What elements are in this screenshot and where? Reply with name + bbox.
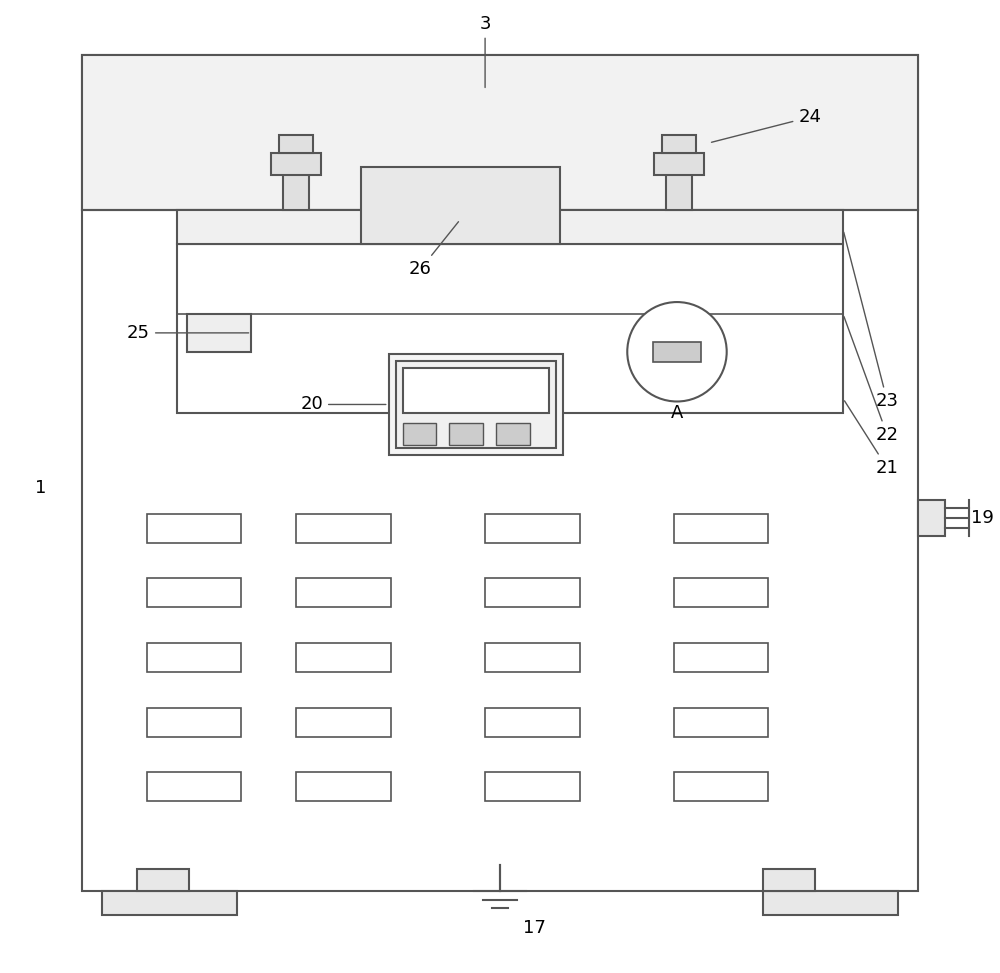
Bar	[674, 707, 768, 737]
Text: 3: 3	[479, 15, 491, 88]
Bar	[82, 55, 918, 209]
Bar	[137, 869, 189, 890]
Bar	[396, 361, 556, 449]
Bar	[485, 514, 580, 543]
Text: 22: 22	[844, 316, 899, 445]
Bar	[654, 153, 704, 175]
Bar	[403, 423, 436, 446]
Bar	[147, 579, 241, 607]
Bar	[662, 135, 696, 153]
Bar	[271, 153, 321, 175]
Bar	[674, 579, 768, 607]
Text: A: A	[671, 405, 683, 422]
Bar	[82, 55, 918, 890]
Bar	[296, 707, 391, 737]
Bar	[177, 244, 843, 414]
Bar	[177, 209, 843, 244]
Bar	[666, 158, 692, 209]
Bar	[296, 579, 391, 607]
Bar	[918, 500, 945, 536]
Bar	[296, 514, 391, 543]
Bar	[485, 643, 580, 672]
Bar	[187, 314, 251, 352]
Text: 20: 20	[300, 395, 386, 414]
Bar	[763, 890, 898, 915]
Bar	[147, 707, 241, 737]
Bar	[674, 514, 768, 543]
Bar	[296, 773, 391, 801]
Bar	[296, 643, 391, 672]
Bar	[485, 773, 580, 801]
Circle shape	[627, 302, 727, 402]
Bar	[147, 514, 241, 543]
Bar	[485, 579, 580, 607]
Text: 26: 26	[409, 222, 458, 278]
Text: 21: 21	[845, 401, 899, 477]
Bar	[147, 773, 241, 801]
Bar	[674, 773, 768, 801]
Bar	[147, 643, 241, 672]
Bar	[485, 707, 580, 737]
Bar	[361, 166, 560, 244]
Bar	[763, 869, 815, 890]
Text: 24: 24	[711, 108, 821, 142]
Bar	[102, 890, 237, 915]
Bar	[279, 135, 313, 153]
Bar	[389, 354, 563, 455]
Bar	[283, 158, 309, 209]
Text: 23: 23	[844, 233, 899, 411]
Text: 25: 25	[127, 324, 249, 342]
Text: 17: 17	[523, 919, 546, 937]
Bar	[496, 423, 530, 446]
Text: 19: 19	[971, 509, 994, 526]
Bar	[403, 368, 549, 414]
Bar	[674, 643, 768, 672]
Bar	[653, 342, 701, 362]
Text: 1: 1	[35, 479, 46, 497]
Bar	[449, 423, 483, 446]
